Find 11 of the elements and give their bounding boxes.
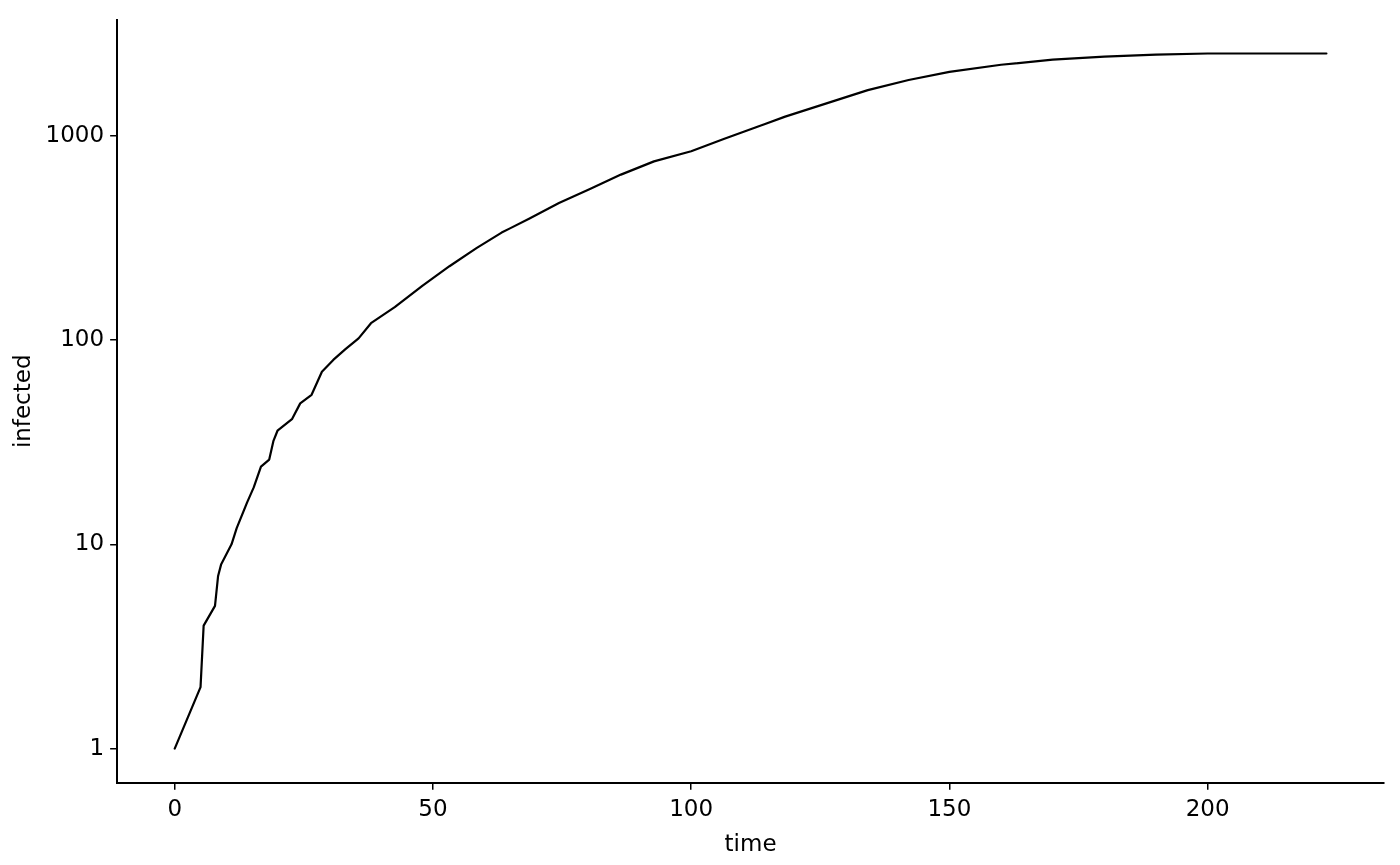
x-axis-title: time [724, 830, 777, 857]
x-tick-label: 50 [418, 794, 448, 821]
y-tick-label: 1000 [45, 120, 105, 147]
y-tick-label: 1 [89, 733, 105, 760]
y-tick-label: 10 [74, 529, 105, 556]
y-axis-title: infected [8, 354, 35, 449]
x-tick-label: 200 [1185, 794, 1230, 821]
x-tick-label: 100 [669, 794, 714, 821]
x-tick-label: 0 [167, 794, 183, 821]
x-tick-label: 150 [927, 794, 972, 821]
y-tick-label: 100 [60, 325, 105, 352]
